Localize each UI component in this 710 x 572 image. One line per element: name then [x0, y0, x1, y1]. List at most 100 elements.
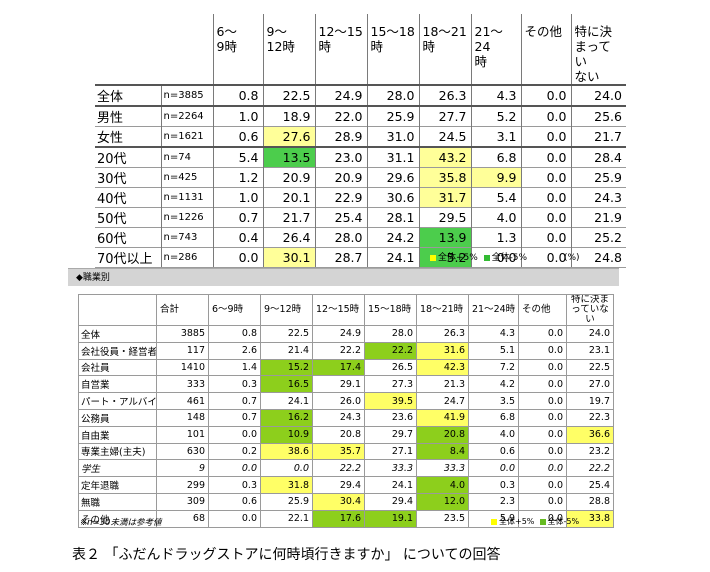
column-header: 12〜15時 — [312, 294, 365, 326]
value-cell: 28.0 — [314, 227, 367, 248]
value-cell: 0.0 — [208, 509, 261, 528]
row-label: 自由業 — [78, 425, 157, 444]
table-row: 学生 9 0.0 0.0 22.2 33.3 33.3 0.0 0.0 22.2 — [78, 459, 614, 478]
value-cell: 8.4 — [416, 442, 469, 461]
value-cell: 33.3 — [416, 459, 469, 478]
plus-swatch-icon — [430, 254, 436, 261]
row-label: 専業主婦(主夫) — [78, 442, 157, 461]
value-cell: 19.1 — [364, 509, 417, 528]
value-cell: 20.9 — [314, 167, 367, 188]
value-cell: 24.8 — [570, 247, 626, 268]
occupation-table: 合計 6〜9時 9〜12時 12〜15時 15〜18時 18〜21時 21〜24時 その他 特に… — [78, 294, 614, 528]
value-cell: 24.2 — [366, 227, 419, 248]
value-cell: 29.7 — [364, 425, 417, 444]
value-cell: 0.4 — [212, 227, 263, 248]
total-cell: 3885 — [156, 325, 209, 343]
value-cell: 20.8 — [312, 425, 365, 444]
value-cell: 25.4 — [566, 476, 614, 494]
value-cell: 0.0 — [520, 187, 571, 208]
table-row: 専業主婦(主夫) 630 0.2 38.6 35.7 27.1 8.4 0.6 0.0 23.2 — [78, 442, 614, 461]
total-cell: 333 — [156, 375, 209, 394]
table-row: 無職 309 0.6 25.9 30.4 29.4 12.0 2.3 0.0 28.8 — [78, 492, 614, 511]
minus-swatch-icon — [539, 518, 546, 525]
row-label: 定年退職 — [78, 476, 157, 494]
unit-label: (%) — [563, 253, 580, 263]
column-header: 6〜9時 — [208, 294, 261, 326]
row-label: 公務員 — [78, 408, 157, 427]
table-row: 20代 n=74 5.4 13.5 23.0 31.1 43.2 6.8 0.0 28.4 — [95, 146, 626, 168]
value-cell: 17.4 — [312, 358, 365, 377]
value-cell: 23.5 — [416, 509, 469, 528]
value-cell: 18.9 — [262, 105, 315, 127]
sample-size: n=743 — [160, 227, 213, 248]
table-row: 会社役員・経営者 117 2.6 21.4 22.2 22.2 31.6 5.1 0.0 23.1 — [78, 341, 614, 360]
value-cell: 22.2 — [312, 459, 365, 478]
value-cell: 22.3 — [566, 408, 614, 427]
sample-size: n=1621 — [160, 126, 213, 147]
column-header: 9〜 12時 — [262, 14, 315, 85]
value-cell: 31.0 — [366, 126, 419, 147]
value-cell: 27.1 — [364, 442, 417, 461]
header-row: 6〜 9時 9〜 12時 12〜15 時 15〜18 時 18〜21 時 21〜24 時そ… — [95, 14, 626, 85]
value-cell: 28.0 — [364, 325, 417, 343]
table-row: 女性 n=1621 0.6 27.6 28.9 31.0 24.5 3.1 0.0 21.7 — [95, 126, 626, 147]
value-cell: 0.7 — [208, 408, 261, 427]
value-cell: 25.9 — [366, 105, 419, 127]
value-cell: 0.0 — [518, 442, 567, 461]
value-cell: 0.7 — [208, 392, 261, 410]
value-cell: 43.2 — [418, 146, 471, 168]
column-header: 特に決ま っていない — [566, 294, 614, 326]
value-cell: 6.8 — [468, 408, 519, 427]
value-cell: 4.3 — [470, 84, 521, 106]
value-cell: 0.0 — [518, 358, 567, 377]
value-cell: 0.6 — [468, 442, 519, 461]
value-cell: 4.0 — [416, 476, 469, 494]
value-cell: 28.1 — [366, 207, 419, 228]
value-cell: 2.3 — [468, 492, 519, 511]
total-cell: 299 — [156, 476, 209, 494]
table-row: 定年退職 299 0.3 31.8 29.4 24.1 4.0 0.3 0.0 25.4 — [78, 476, 614, 494]
bottom-legend: 全体+5% 全体-5% — [491, 516, 579, 527]
value-cell: 25.9 — [570, 167, 626, 188]
value-cell: 0.8 — [208, 325, 261, 343]
sample-size: n=1226 — [160, 207, 213, 228]
table-row: パート・アルバイト4610.724.126.039.524.73.50.019.… — [78, 392, 614, 410]
total-cell: 117 — [156, 341, 209, 360]
value-cell: 22.5 — [262, 84, 315, 106]
value-cell: 31.7 — [418, 187, 471, 208]
value-cell: 1.4 — [208, 358, 261, 377]
corner-cell — [161, 14, 213, 85]
value-cell: 28.4 — [570, 146, 626, 168]
total-cell: 68 — [156, 509, 209, 528]
value-cell: 27.7 — [418, 105, 471, 127]
value-cell: 4.0 — [470, 207, 521, 228]
row-label: 無職 — [78, 492, 157, 511]
row-label: パート・アルバイト — [78, 392, 157, 410]
value-cell: 17.6 — [312, 509, 365, 528]
value-cell: 26.3 — [418, 84, 471, 106]
column-header: 18〜21 時 — [418, 14, 471, 85]
column-header: 特に決 まってい ない — [570, 14, 626, 85]
value-cell: 24.0 — [570, 84, 626, 106]
value-cell: 21.7 — [262, 207, 315, 228]
value-cell: 0.6 — [208, 492, 261, 511]
value-cell: 0.7 — [212, 207, 263, 228]
value-cell: 29.1 — [312, 375, 365, 394]
total-cell: 9 — [156, 459, 209, 478]
table-row: 男性 n=2264 1.0 18.9 22.0 25.9 27.7 5.2 0.0 25.6 — [95, 105, 626, 127]
value-cell: 0.6 — [212, 126, 263, 147]
value-cell: 23.1 — [566, 341, 614, 360]
column-header: 21〜24時 — [468, 294, 519, 326]
row-label: 会社役員・経営者 — [78, 341, 157, 360]
value-cell: 33.8 — [566, 509, 614, 528]
column-header: 15〜18 時 — [366, 14, 419, 85]
value-cell: 29.4 — [312, 476, 365, 494]
value-cell: 13.9 — [418, 227, 471, 248]
value-cell: 2.6 — [208, 341, 261, 360]
sample-size: n=286 — [160, 247, 213, 268]
value-cell: 21.3 — [416, 375, 469, 394]
value-cell: 20.8 — [416, 425, 469, 444]
value-cell: 6.8 — [470, 146, 521, 168]
value-cell: 0.3 — [468, 476, 519, 494]
value-cell: 42.3 — [416, 358, 469, 377]
